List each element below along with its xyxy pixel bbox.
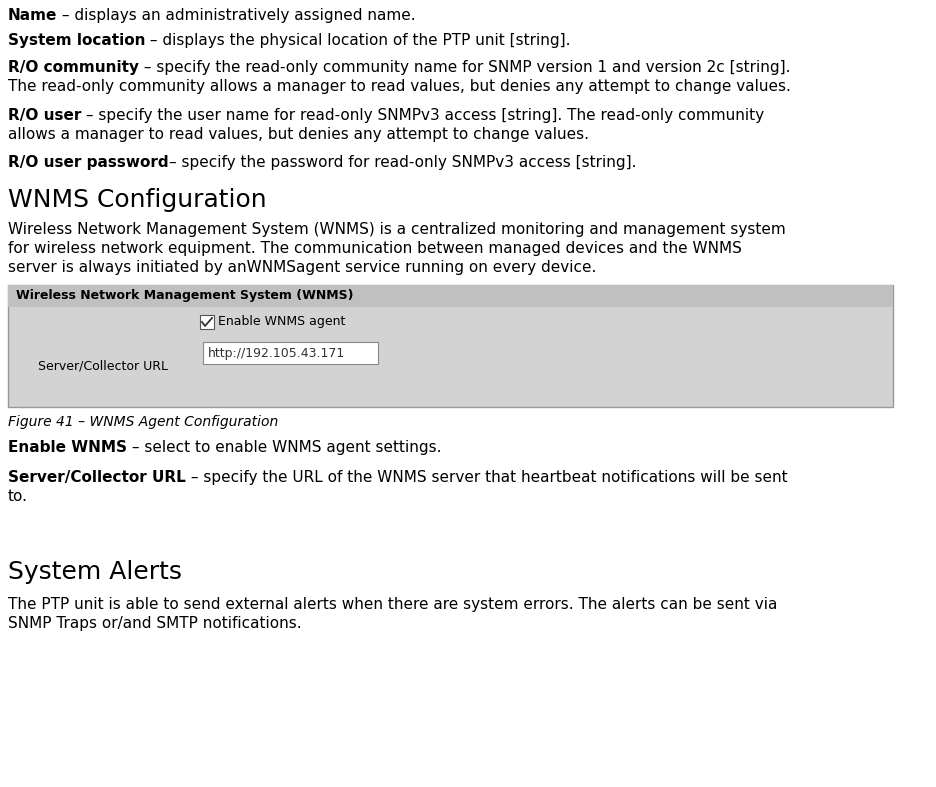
Text: Wireless Network Management System (WNMS): Wireless Network Management System (WNMS… bbox=[16, 290, 353, 302]
Text: Server/Collector URL: Server/Collector URL bbox=[8, 470, 185, 485]
Text: System location: System location bbox=[8, 33, 145, 48]
Text: – specify the password for read-only SNMPv3 access [string].: – specify the password for read-only SNM… bbox=[168, 155, 636, 170]
Text: R/O user password: R/O user password bbox=[8, 155, 168, 170]
Bar bbox=[8, 285, 892, 307]
Text: server is always initiated by anWNMSagent service running on every device.: server is always initiated by anWNMSagen… bbox=[8, 260, 595, 275]
Text: SNMP Traps or/and SMTP notifications.: SNMP Traps or/and SMTP notifications. bbox=[8, 616, 301, 631]
Bar bbox=[8, 285, 892, 407]
Bar bbox=[199, 315, 213, 329]
Text: – displays the physical location of the PTP unit [string].: – displays the physical location of the … bbox=[145, 33, 570, 48]
Text: Name: Name bbox=[8, 8, 57, 23]
Text: R/O user: R/O user bbox=[8, 108, 81, 123]
Text: WNMS Configuration: WNMS Configuration bbox=[8, 188, 267, 212]
Text: Wireless Network Management System (WNMS) is a centralized monitoring and manage: Wireless Network Management System (WNMS… bbox=[8, 222, 785, 237]
Text: Enable WNMS agent: Enable WNMS agent bbox=[218, 316, 345, 328]
Text: – specify the read-only community name for SNMP version 1 and version 2c [string: – specify the read-only community name f… bbox=[139, 60, 790, 75]
Text: – specify the URL of the WNMS server that heartbeat notifications will be sent: – specify the URL of the WNMS server tha… bbox=[185, 470, 786, 485]
Text: – specify the user name for read-only SNMPv3 access [string]. The read-only comm: – specify the user name for read-only SN… bbox=[81, 108, 764, 123]
Bar bbox=[203, 342, 377, 364]
Text: The read-only community allows a manager to read values, but denies any attempt : The read-only community allows a manager… bbox=[8, 79, 790, 94]
Text: System Alerts: System Alerts bbox=[8, 560, 182, 584]
Text: Server/Collector URL: Server/Collector URL bbox=[38, 360, 168, 372]
Text: for wireless network equipment. The communication between managed devices and th: for wireless network equipment. The comm… bbox=[8, 241, 741, 256]
Text: The PTP unit is able to send external alerts when there are system errors. The a: The PTP unit is able to send external al… bbox=[8, 597, 777, 612]
Text: – displays an administratively assigned name.: – displays an administratively assigned … bbox=[57, 8, 416, 23]
Text: http://192.105.43.171: http://192.105.43.171 bbox=[208, 346, 344, 360]
Text: Figure 41 – WNMS Agent Configuration: Figure 41 – WNMS Agent Configuration bbox=[8, 415, 278, 429]
Text: allows a manager to read values, but denies any attempt to change values.: allows a manager to read values, but den… bbox=[8, 127, 589, 142]
Text: to.: to. bbox=[8, 489, 28, 504]
Text: R/O community: R/O community bbox=[8, 60, 139, 75]
Text: Enable WNMS: Enable WNMS bbox=[8, 440, 127, 455]
Text: – select to enable WNMS agent settings.: – select to enable WNMS agent settings. bbox=[127, 440, 441, 455]
